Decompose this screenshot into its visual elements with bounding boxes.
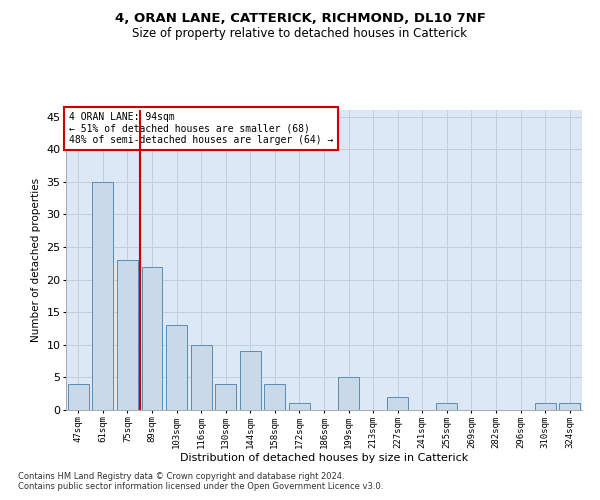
Bar: [289, 404, 310, 410]
Text: 4 ORAN LANE: 94sqm
← 51% of detached houses are smaller (68)
48% of semi-detache: 4 ORAN LANE: 94sqm ← 51% of detached hou…: [68, 112, 333, 144]
Bar: [338, 378, 359, 410]
Bar: [166, 325, 187, 410]
Bar: [436, 404, 457, 410]
Bar: [117, 260, 138, 410]
X-axis label: Distribution of detached houses by size in Catterick: Distribution of detached houses by size …: [180, 454, 468, 464]
Bar: [240, 352, 261, 410]
Bar: [191, 345, 212, 410]
Y-axis label: Number of detached properties: Number of detached properties: [31, 178, 41, 342]
Bar: [387, 397, 408, 410]
Bar: [265, 384, 286, 410]
Bar: [215, 384, 236, 410]
Text: Contains HM Land Registry data © Crown copyright and database right 2024.: Contains HM Land Registry data © Crown c…: [18, 472, 344, 481]
Bar: [535, 404, 556, 410]
Bar: [559, 404, 580, 410]
Text: 4, ORAN LANE, CATTERICK, RICHMOND, DL10 7NF: 4, ORAN LANE, CATTERICK, RICHMOND, DL10 …: [115, 12, 485, 26]
Bar: [92, 182, 113, 410]
Text: Size of property relative to detached houses in Catterick: Size of property relative to detached ho…: [133, 28, 467, 40]
Bar: [68, 384, 89, 410]
Bar: [142, 266, 163, 410]
Text: Contains public sector information licensed under the Open Government Licence v3: Contains public sector information licen…: [18, 482, 383, 491]
